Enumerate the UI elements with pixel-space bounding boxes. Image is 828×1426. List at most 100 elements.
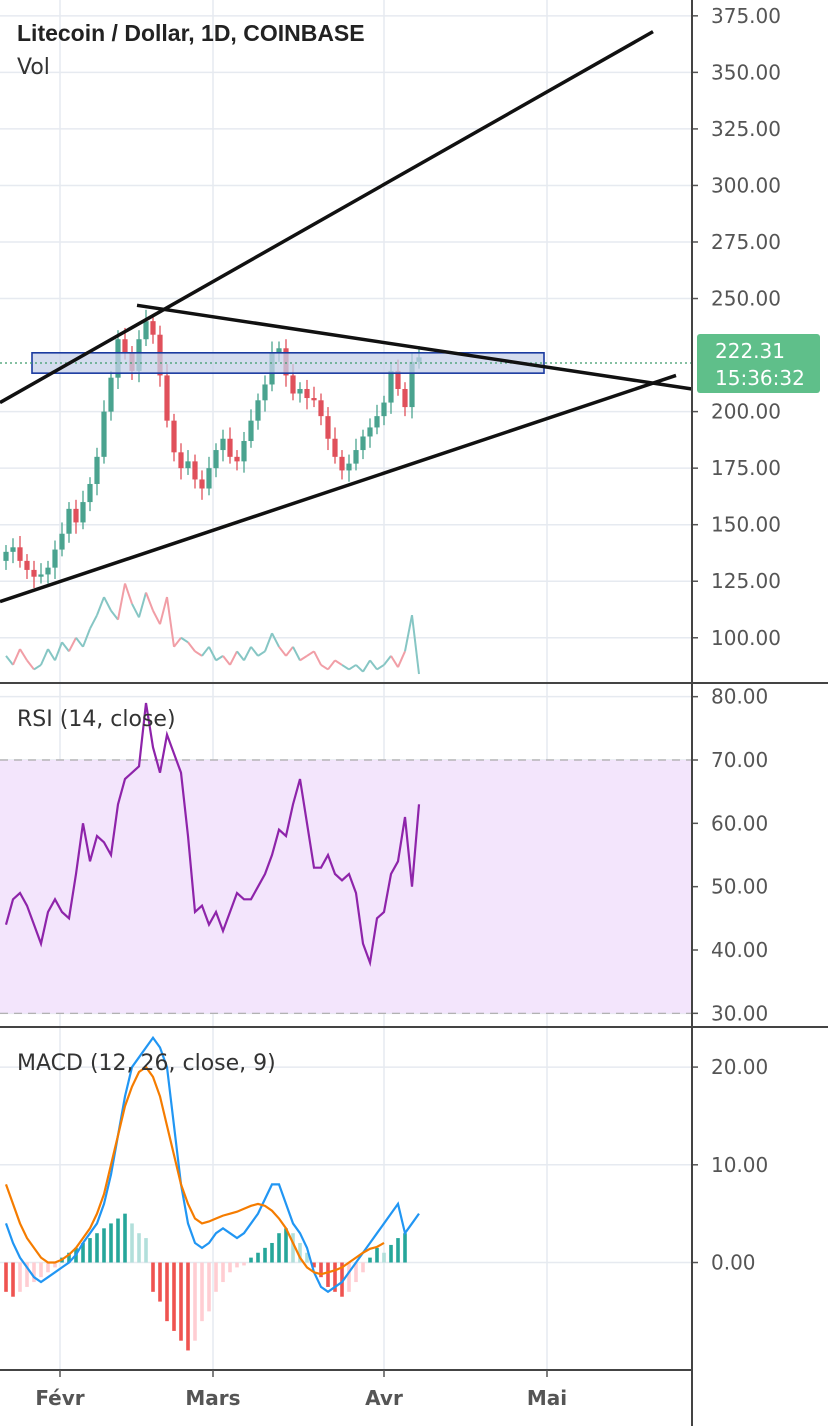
macd-histogram-bar: [123, 1213, 127, 1263]
candle-body: [164, 375, 170, 421]
macd-histogram-bar: [11, 1262, 15, 1297]
volume-segment: [131, 603, 140, 618]
candle-body: [234, 456, 240, 462]
volume-segment: [383, 655, 392, 666]
rsi-tick-label: 60.00: [711, 811, 768, 835]
macd-histogram-bar: [214, 1262, 218, 1292]
volume-segment: [173, 637, 182, 648]
x-tick-label: Févr: [35, 1386, 84, 1410]
candle-body: [332, 438, 338, 457]
macd-histogram-bar: [312, 1262, 316, 1268]
candle-body: [87, 483, 93, 503]
macd-histogram-bar: [396, 1238, 400, 1263]
volume-segment: [12, 648, 21, 666]
volume-segment: [96, 596, 105, 616]
macd-histogram-bar: [368, 1257, 372, 1263]
macd-tick-label: 0.00: [711, 1251, 756, 1275]
candle-body: [66, 508, 72, 534]
rsi-tick-label: 50.00: [711, 875, 768, 899]
volume-segment: [110, 610, 119, 621]
volume-segment: [117, 583, 126, 620]
volume-segment: [229, 650, 238, 666]
candle-body: [143, 321, 149, 340]
volume-segment: [145, 592, 154, 611]
macd-histogram-bar: [95, 1233, 99, 1263]
candle-body: [276, 348, 282, 353]
macd-histogram-bar: [137, 1233, 141, 1263]
macd-histogram-bar: [242, 1262, 246, 1266]
volume-segment: [5, 655, 14, 666]
candle-body: [353, 450, 359, 464]
macd-histogram-bar: [165, 1262, 169, 1322]
volume-segment: [348, 664, 357, 671]
macd-histogram-bar: [270, 1242, 274, 1263]
macd-histogram-bar: [116, 1218, 120, 1263]
macd-histogram-bar: [200, 1262, 204, 1322]
candle-body: [80, 502, 86, 523]
volume-segment: [201, 646, 210, 657]
rsi-pane[interactable]: [4, 702, 421, 968]
candle-body: [59, 533, 65, 550]
price-badge: 222.31 15:36:32: [697, 334, 820, 393]
candle-body: [346, 463, 352, 471]
price-tick-label: 150.00: [711, 513, 781, 537]
macd-histogram-bar: [284, 1228, 288, 1263]
candle-body: [255, 400, 261, 421]
macd-pane[interactable]: [4, 1035, 420, 1351]
candle-body: [402, 388, 408, 408]
volume-segment: [271, 632, 280, 648]
volume-segment: [68, 637, 77, 652]
macd-histogram-bar: [130, 1223, 134, 1263]
volume-segment: [89, 614, 98, 630]
volume-segment: [341, 664, 350, 671]
macd-tick-label: 10.00: [711, 1153, 768, 1177]
time-axis[interactable]: Févr Mars Avr Mai: [35, 1370, 567, 1410]
candle-body: [17, 547, 23, 561]
candle-body: [108, 377, 114, 412]
volume-segment: [411, 615, 420, 675]
price-tick-label: 175.00: [711, 456, 781, 480]
candle-body: [248, 420, 254, 442]
volume-segment: [19, 648, 28, 661]
price-tick-label: 250.00: [711, 287, 781, 311]
volume-segment: [138, 592, 147, 618]
volume-label: Vol: [17, 55, 50, 80]
macd-histogram-bar: [263, 1247, 267, 1263]
macd-histogram-bar: [172, 1262, 176, 1331]
candle-body: [311, 398, 317, 401]
down-trend-line: [136, 303, 693, 391]
macd-histogram-bar: [102, 1228, 106, 1263]
last-price-label: 222.31: [715, 339, 785, 363]
volume-series: [5, 583, 420, 675]
candle-body: [388, 370, 394, 403]
volume-segment: [355, 664, 364, 673]
price-tick-label: 375.00: [711, 4, 781, 28]
volume-segment: [390, 655, 399, 668]
chart-title: Litecoin / Dollar, 1D, COINBASE: [17, 20, 365, 46]
price-tick-label: 100.00: [711, 626, 781, 650]
volume-segment: [82, 628, 91, 648]
macd-histogram-bar: [151, 1262, 155, 1292]
candle-body: [52, 549, 58, 568]
volume-segment: [166, 596, 175, 647]
candle-body: [94, 456, 100, 484]
macd-histogram-bar: [67, 1252, 71, 1263]
rsi-tick-label: 70.00: [711, 748, 768, 772]
macd-histogram-bar: [347, 1262, 351, 1292]
candlestick-series[interactable]: [3, 309, 422, 589]
macd-histogram-bar: [375, 1247, 379, 1263]
macd-histogram-bar: [228, 1262, 232, 1273]
candle-body: [10, 547, 16, 552]
volume-segment: [320, 664, 329, 671]
macd-histogram-bar: [354, 1262, 358, 1283]
candle-body: [45, 567, 51, 575]
volume-segment: [124, 583, 133, 605]
volume-segment: [236, 650, 245, 661]
candle-body: [171, 420, 177, 453]
candle-body: [409, 361, 415, 408]
lower-channel-line: [0, 373, 677, 604]
macd-tick-label: 20.00: [711, 1055, 768, 1079]
drawing-annotations[interactable]: [0, 30, 693, 604]
